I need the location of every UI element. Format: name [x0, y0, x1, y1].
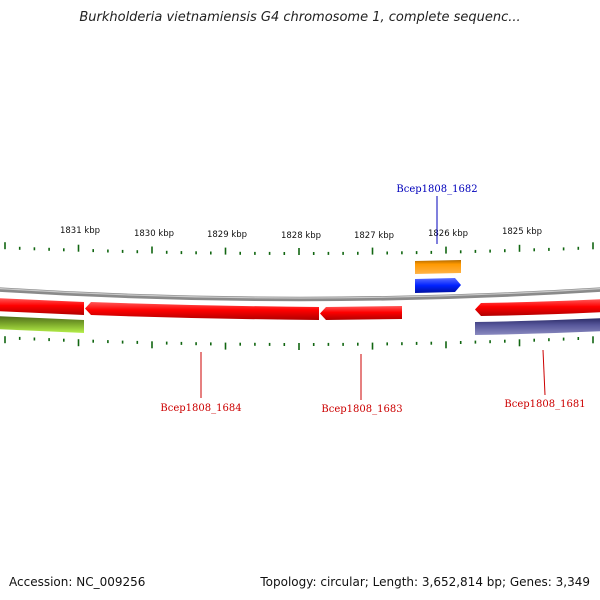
ruler-label: 1826 kbp — [428, 229, 468, 239]
summary-text: Topology: circular; Length: 3,652,814 bp… — [260, 575, 590, 589]
gene-label[interactable]: Bcep1808_1684 — [160, 403, 241, 414]
ruler-label: 1828 kbp — [281, 231, 321, 241]
chromosome-backbone — [0, 287, 600, 302]
ruler-ticks-bottom — [4, 336, 594, 350]
ruler-label: 1831 kbp — [60, 226, 100, 236]
orange-feature[interactable] — [415, 260, 461, 274]
ruler-label: 1827 kbp — [354, 231, 394, 241]
chromosome-backbone-highlight — [0, 288, 600, 299]
gene-bcep1808-1684[interactable] — [85, 302, 319, 320]
gene-bcep1808-1682[interactable] — [415, 278, 461, 293]
ruler-label: 1825 kbp — [502, 227, 542, 237]
green-feature[interactable] — [0, 316, 84, 333]
ruler-label: 1830 kbp — [134, 229, 174, 239]
gene-label[interactable]: Bcep1808_1681 — [504, 399, 585, 410]
ruler-labels: 1831 kbp 1830 kbp 1829 kbp 1828 kbp 1827… — [60, 226, 542, 241]
purple-feature[interactable] — [475, 318, 600, 335]
ruler-ticks-top — [4, 242, 594, 255]
gene-label[interactable]: Bcep1808_1683 — [321, 404, 402, 415]
gene-label[interactable]: Bcep1808_1682 — [396, 184, 477, 195]
ruler-label: 1829 kbp — [207, 230, 247, 240]
map-title: Burkholderia vietnamiensis G4 chromosome… — [79, 10, 521, 25]
accession-text: Accession: NC_009256 — [9, 575, 146, 589]
gene-left-partial[interactable] — [0, 298, 84, 315]
gene-bcep1808-1681[interactable] — [475, 299, 600, 316]
gene-bcep1808-1683[interactable] — [320, 306, 402, 320]
leader-line-1681 — [542, 349, 546, 396]
